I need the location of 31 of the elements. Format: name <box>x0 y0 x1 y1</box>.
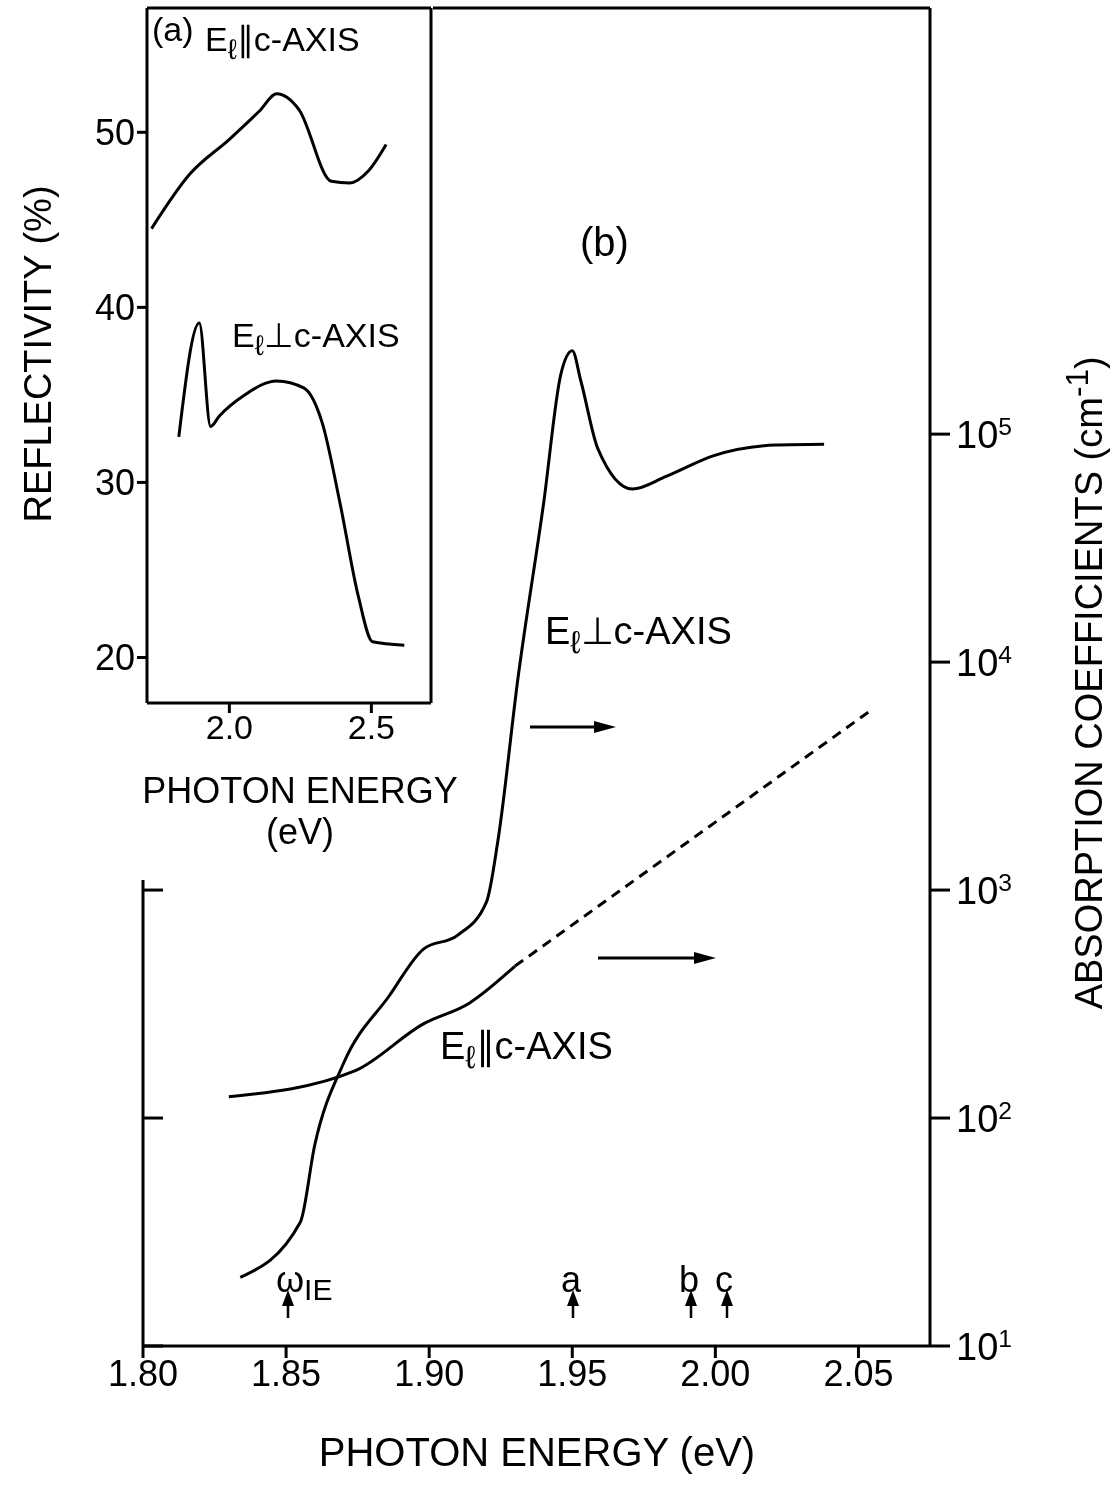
y-tick-label: 20 <box>94 637 135 679</box>
annotation: (b) <box>580 220 629 264</box>
y-tick-label: 10$^{4}$ <box>956 640 1013 685</box>
y-tick-label: 40 <box>94 287 135 329</box>
x-tick-label: 1.85 <box>251 1352 322 1394</box>
y-tick-label: 10$^{5}$ <box>956 412 1013 457</box>
y-tick-label: 30 <box>94 462 135 504</box>
annotation: b <box>679 1259 700 1300</box>
series-label: E$_{ℓ}$∥c-AXIS <box>440 1025 613 1075</box>
y-axis-title: REFLECTIVITY (%) <box>17 184 59 525</box>
x-tick-label: 1.80 <box>107 1352 179 1394</box>
y-tick-label: 10$^{1}$ <box>956 1324 1013 1368</box>
series-label: E$_{ℓ}$⊥c-AXIS <box>545 610 732 660</box>
annotation: a <box>561 1259 582 1300</box>
x-tick-label: 2.00 <box>680 1352 751 1394</box>
y-tick-label: 10$^{2}$ <box>956 1096 1013 1141</box>
series-label: E$_{ℓ}$⊥c-AXIS <box>232 316 400 361</box>
x-tick-label: 1.90 <box>394 1352 465 1394</box>
x-axis-title: PHOTON ENERGY (eV) <box>141 770 459 853</box>
x-tick-label: 2.05 <box>823 1352 894 1394</box>
x-tick-label: 2.0 <box>205 708 253 747</box>
x-tick-label: 2.5 <box>347 708 395 747</box>
x-tick-label: 1.95 <box>537 1352 608 1394</box>
annotation: (a) <box>152 10 194 48</box>
series-label: E$_{ℓ}$∥c-AXIS <box>205 20 360 65</box>
x-axis-title: PHOTON ENERGY (eV) <box>317 1430 757 1474</box>
y-tick-label: 10$^{3}$ <box>956 868 1013 913</box>
annotation: c <box>715 1259 733 1300</box>
y-tick-label: 50 <box>94 112 135 154</box>
line-series <box>177 321 406 647</box>
annotation: ω$_{IE}$ <box>276 1259 333 1307</box>
